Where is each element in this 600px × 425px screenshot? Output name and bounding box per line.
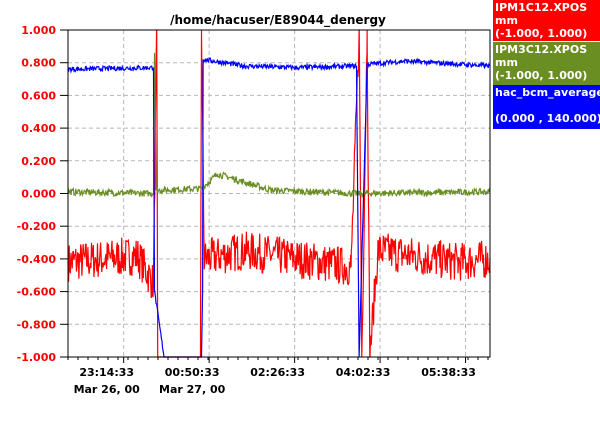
y-tick-label: 0.200 xyxy=(21,155,56,168)
legend-ipm3c12-unit: mm xyxy=(495,56,518,69)
legend-ipm1c12-range: (-1.000, 1.000) xyxy=(495,27,588,40)
series-layer xyxy=(67,29,491,358)
legend-hac-bcm-unit xyxy=(495,99,598,112)
series-line-ipm3c12-xpos xyxy=(67,52,491,199)
legend-hac-bcm-name: hac_bcm_average xyxy=(495,86,600,99)
plot-frame xyxy=(67,29,491,358)
legend-hac-bcm-range: (0.000 , 140.000) xyxy=(495,112,600,125)
y-tick-label: 0.600 xyxy=(21,89,56,102)
y-tick-label: 0.800 xyxy=(21,57,56,70)
legend-ipm3c12-name: IPM3C12.XPOS xyxy=(495,43,588,56)
y-tick-label: 1.000 xyxy=(21,24,56,37)
series-line-hac-bcm-average xyxy=(67,57,491,358)
chart-title: /home/hacuser/E89044_denergy xyxy=(170,13,386,28)
y-tick-label: -1.000 xyxy=(17,351,57,364)
y-tick-label: 0.400 xyxy=(21,122,56,135)
y-tick-label: -0.200 xyxy=(17,220,57,233)
legend-ipm3c12: IPM3C12.XPOS mm (-1.000, 1.000) xyxy=(493,42,600,85)
legend-ipm1c12-name: IPM1C12.XPOS xyxy=(495,1,588,14)
x-tick-date: Mar 26, 00 xyxy=(74,383,141,396)
y-tick-label: -0.400 xyxy=(17,253,57,266)
x-tick-time: 02:26:33 xyxy=(250,366,305,379)
legend-ipm1c12: IPM1C12.XPOS mm (-1.000, 1.000) xyxy=(493,0,600,41)
legend-ipm1c12-unit: mm xyxy=(495,14,518,27)
y-tick-label: -0.600 xyxy=(17,286,57,299)
axes: 1.000 0.800 0.600 0.400 0.200 0.000 -0.200 -0.4… xyxy=(17,24,491,396)
x-tick-time: 04:02:33 xyxy=(336,366,391,379)
x-tick-date: Mar 27, 00 xyxy=(159,383,226,396)
legend-ipm3c12-range: (-1.000, 1.000) xyxy=(495,69,588,82)
x-tick-time: 00:50:33 xyxy=(165,366,220,379)
legend-hac-bcm-average: hac_bcm_average (0.000 , 140.000) xyxy=(493,85,600,129)
x-tick-time: 05:38:33 xyxy=(421,366,476,379)
y-tick-label: -0.800 xyxy=(17,318,57,331)
series-line-ipm1c12-xpos xyxy=(67,29,491,358)
x-tick-time: 23:14:33 xyxy=(79,366,134,379)
y-tick-label: 0.000 xyxy=(21,188,56,201)
